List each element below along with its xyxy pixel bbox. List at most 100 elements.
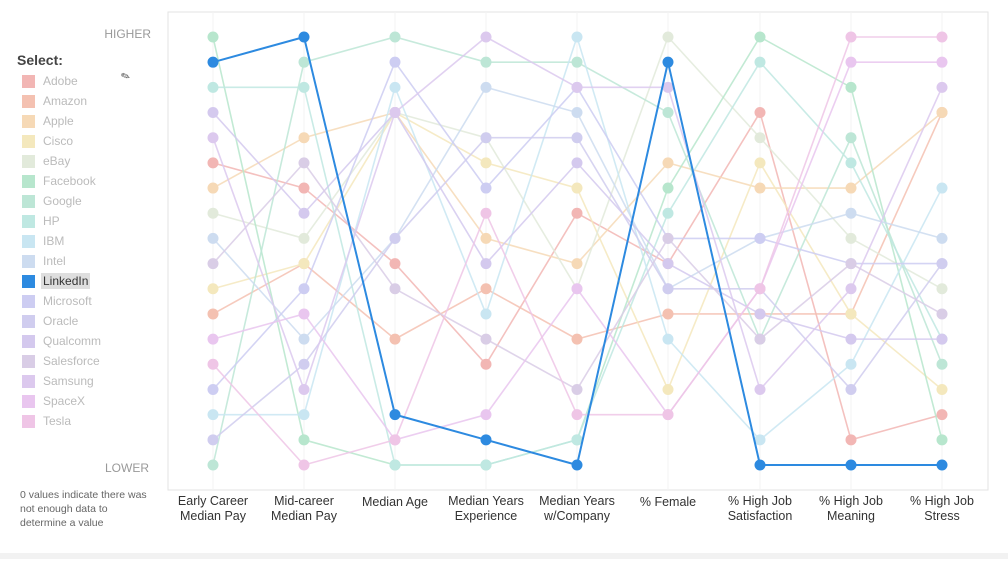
data-point-oracle-0[interactable] bbox=[207, 434, 219, 446]
data-point-salesforce-5[interactable] bbox=[662, 232, 674, 244]
data-point-google-3[interactable] bbox=[480, 56, 492, 68]
data-point-apple-6[interactable] bbox=[754, 182, 766, 194]
data-point-facebook-7[interactable] bbox=[845, 81, 857, 93]
legend-item-ibm[interactable]: IBM bbox=[22, 231, 103, 251]
data-point-adobe-4[interactable] bbox=[571, 207, 583, 219]
data-point-google-0[interactable] bbox=[207, 459, 219, 471]
data-point-spacex-7[interactable] bbox=[845, 56, 857, 68]
data-point-ibm-5[interactable] bbox=[662, 333, 674, 345]
data-point-microsoft-0[interactable] bbox=[207, 383, 219, 395]
data-point-amazon-0[interactable] bbox=[207, 308, 219, 320]
data-point-microsoft-1[interactable] bbox=[298, 283, 310, 295]
data-point-linkedin-8[interactable] bbox=[936, 459, 948, 471]
data-point-cisco-3[interactable] bbox=[480, 157, 492, 169]
legend-item-apple[interactable]: Apple bbox=[22, 111, 103, 131]
data-point-cisco-8[interactable] bbox=[936, 383, 948, 395]
data-point-microsoft-3[interactable] bbox=[480, 182, 492, 194]
data-point-ebay-5[interactable] bbox=[662, 31, 674, 43]
data-point-adobe-0[interactable] bbox=[207, 157, 219, 169]
bottom-scrollbar[interactable] bbox=[0, 553, 1008, 559]
data-point-microsoft-6[interactable] bbox=[754, 232, 766, 244]
legend-item-hp[interactable]: HP bbox=[22, 211, 103, 231]
legend-item-oracle[interactable]: Oracle bbox=[22, 311, 103, 331]
data-point-tesla-2[interactable] bbox=[389, 434, 401, 446]
data-point-ibm-2[interactable] bbox=[389, 81, 401, 93]
data-point-hp-4[interactable] bbox=[571, 434, 583, 446]
data-point-salesforce-2[interactable] bbox=[389, 283, 401, 295]
data-point-google-4[interactable] bbox=[571, 56, 583, 68]
data-point-ibm-1[interactable] bbox=[298, 409, 310, 421]
data-point-qualcomm-1[interactable] bbox=[298, 207, 310, 219]
data-point-hp-7[interactable] bbox=[845, 157, 857, 169]
data-point-qualcomm-3[interactable] bbox=[480, 258, 492, 270]
data-point-tesla-7[interactable] bbox=[845, 31, 857, 43]
data-point-apple-5[interactable] bbox=[662, 157, 674, 169]
legend-item-amazon[interactable]: Amazon bbox=[22, 91, 103, 111]
data-point-ibm-6[interactable] bbox=[754, 434, 766, 446]
data-point-hp-6[interactable] bbox=[754, 56, 766, 68]
data-point-facebook-6[interactable] bbox=[754, 31, 766, 43]
data-point-linkedin-2[interactable] bbox=[389, 409, 401, 421]
data-point-apple-7[interactable] bbox=[845, 182, 857, 194]
data-point-google-5[interactable] bbox=[662, 107, 674, 119]
data-point-facebook-0[interactable] bbox=[207, 31, 219, 43]
data-point-intel-4[interactable] bbox=[571, 107, 583, 119]
legend-item-spacex[interactable]: SpaceX bbox=[22, 391, 103, 411]
data-point-linkedin-5[interactable] bbox=[662, 56, 674, 68]
data-point-apple-3[interactable] bbox=[480, 232, 492, 244]
data-point-tesla-1[interactable] bbox=[298, 459, 310, 471]
data-point-samsung-6[interactable] bbox=[754, 383, 766, 395]
data-point-salesforce-3[interactable] bbox=[480, 333, 492, 345]
legend-item-salesforce[interactable]: Salesforce bbox=[22, 351, 103, 371]
data-point-ebay-6[interactable] bbox=[754, 132, 766, 144]
data-point-hp-3[interactable] bbox=[480, 459, 492, 471]
data-point-ebay-0[interactable] bbox=[207, 207, 219, 219]
data-point-hp-5[interactable] bbox=[662, 207, 674, 219]
data-point-apple-1[interactable] bbox=[298, 132, 310, 144]
data-point-apple-0[interactable] bbox=[207, 182, 219, 194]
data-point-oracle-8[interactable] bbox=[936, 258, 948, 270]
legend-item-qualcomm[interactable]: Qualcomm bbox=[22, 331, 103, 351]
data-point-linkedin-0[interactable] bbox=[207, 56, 219, 68]
data-point-samsung-5[interactable] bbox=[662, 81, 674, 93]
data-point-apple-8[interactable] bbox=[936, 107, 948, 119]
legend-item-facebook[interactable]: Facebook bbox=[22, 171, 103, 191]
data-point-spacex-3[interactable] bbox=[480, 409, 492, 421]
data-point-linkedin-7[interactable] bbox=[845, 459, 857, 471]
data-point-microsoft-2[interactable] bbox=[389, 56, 401, 68]
data-point-facebook-8[interactable] bbox=[936, 434, 948, 446]
data-point-qualcomm-7[interactable] bbox=[845, 333, 857, 345]
data-point-adobe-7[interactable] bbox=[845, 434, 857, 446]
data-point-ebay-1[interactable] bbox=[298, 232, 310, 244]
data-point-intel-3[interactable] bbox=[480, 81, 492, 93]
data-point-tesla-5[interactable] bbox=[662, 409, 674, 421]
data-point-google-8[interactable] bbox=[936, 358, 948, 370]
data-point-oracle-1[interactable] bbox=[298, 358, 310, 370]
data-point-adobe-1[interactable] bbox=[298, 182, 310, 194]
legend-item-ebay[interactable]: eBay bbox=[22, 151, 103, 171]
data-point-adobe-6[interactable] bbox=[754, 107, 766, 119]
data-point-salesforce-4[interactable] bbox=[571, 383, 583, 395]
data-point-linkedin-6[interactable] bbox=[754, 459, 766, 471]
data-point-salesforce-1[interactable] bbox=[298, 157, 310, 169]
data-point-intel-0[interactable] bbox=[207, 232, 219, 244]
legend-item-intel[interactable]: Intel bbox=[22, 251, 103, 271]
data-point-ibm-0[interactable] bbox=[207, 409, 219, 421]
data-point-google-7[interactable] bbox=[845, 132, 857, 144]
data-point-qualcomm-8[interactable] bbox=[936, 333, 948, 345]
data-point-salesforce-6[interactable] bbox=[754, 333, 766, 345]
data-point-intel-8[interactable] bbox=[936, 232, 948, 244]
data-point-oracle-3[interactable] bbox=[480, 132, 492, 144]
data-point-ibm-8[interactable] bbox=[936, 182, 948, 194]
data-point-cisco-5[interactable] bbox=[662, 383, 674, 395]
data-point-facebook-5[interactable] bbox=[662, 182, 674, 194]
data-point-amazon-2[interactable] bbox=[389, 333, 401, 345]
data-point-intel-1[interactable] bbox=[298, 333, 310, 345]
data-point-facebook-1[interactable] bbox=[298, 434, 310, 446]
data-point-hp-1[interactable] bbox=[298, 81, 310, 93]
data-point-ibm-3[interactable] bbox=[480, 308, 492, 320]
data-point-apple-4[interactable] bbox=[571, 258, 583, 270]
data-point-tesla-6[interactable] bbox=[754, 283, 766, 295]
data-point-google-2[interactable] bbox=[389, 31, 401, 43]
data-point-oracle-5[interactable] bbox=[662, 283, 674, 295]
